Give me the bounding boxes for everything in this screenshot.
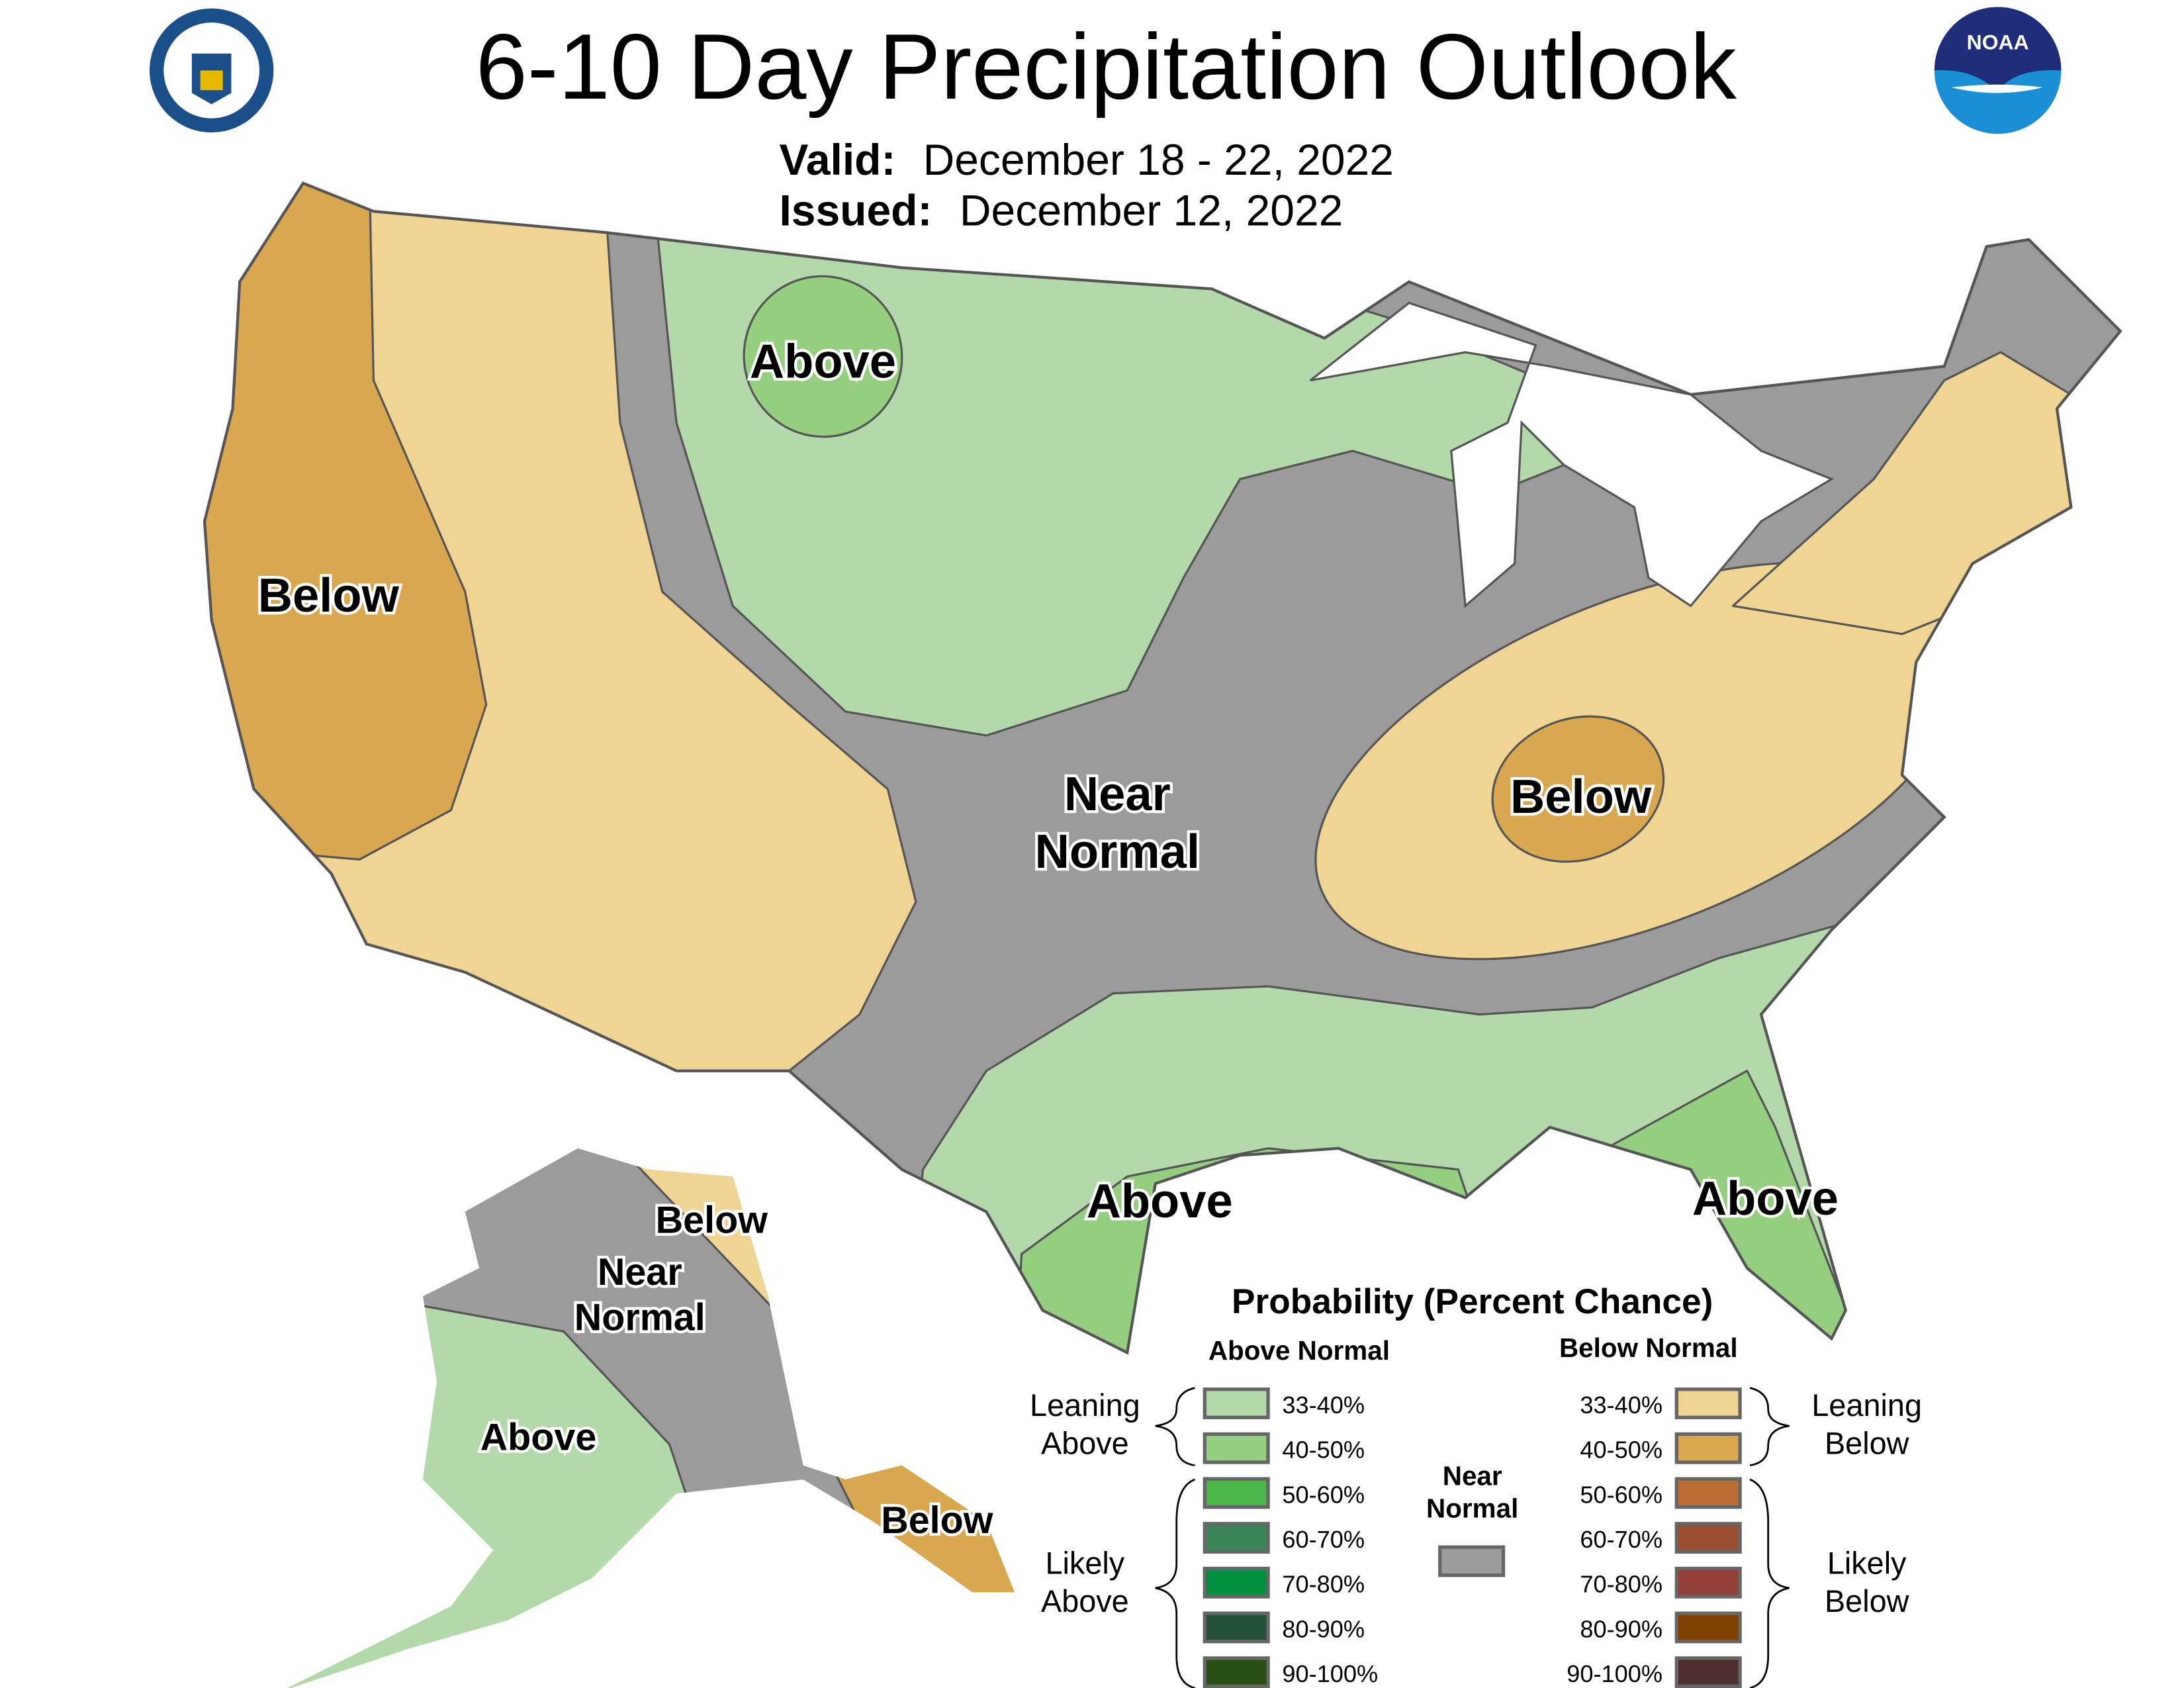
likely-above-line1: Likely xyxy=(1046,1546,1125,1581)
north-above-oval xyxy=(743,275,903,438)
alaska xyxy=(282,1148,1015,1688)
below-range-label: 50-60% xyxy=(1580,1481,1662,1508)
label-west-below: Below xyxy=(258,569,400,622)
below-range-label: 60-70% xyxy=(1580,1526,1662,1553)
leaning-below-line2: Below xyxy=(1825,1427,1909,1461)
above-swatch xyxy=(1203,1387,1270,1419)
below-swatch xyxy=(1674,1432,1742,1464)
above-range-label: 70-80% xyxy=(1282,1571,1365,1598)
legend-below-header: Below Normal xyxy=(1559,1333,1738,1363)
below-range-label: 90-100% xyxy=(1567,1660,1662,1687)
department-of-commerce-seal xyxy=(150,8,274,133)
legend-above-header: Above Normal xyxy=(1208,1335,1390,1366)
below-swatch xyxy=(1674,1656,1742,1688)
valid-label: Valid: xyxy=(779,135,895,184)
label-ak-below-ne: Below xyxy=(656,1199,768,1241)
above-swatch xyxy=(1203,1656,1270,1688)
above-swatch xyxy=(1203,1566,1270,1599)
label-north-above: Above xyxy=(750,334,896,388)
leaning-above-line1: Leaning xyxy=(1030,1388,1140,1423)
likely-below-line2: Below xyxy=(1825,1584,1909,1618)
map-labels: Below Above Near Normal Below Above Abov… xyxy=(255,332,1842,1544)
label-east-below: Below xyxy=(1510,770,1652,823)
east-below-oval xyxy=(1491,715,1665,863)
legend-braces xyxy=(1155,1387,1790,1688)
below-range-label: 70-80% xyxy=(1580,1571,1662,1598)
label-ak-above: Above xyxy=(480,1416,597,1458)
label-ak-near: Near xyxy=(598,1251,682,1293)
legend-title: Probability (Percent Chance) xyxy=(1232,1282,1713,1321)
issued-label: Issued: xyxy=(779,186,932,235)
below-swatch xyxy=(1674,1387,1742,1419)
noaa-logo: NOAA xyxy=(1934,7,2062,134)
issued-value: December 12, 2022 xyxy=(960,186,1343,235)
below-swatch xyxy=(1674,1566,1742,1599)
below-range-label: 80-90% xyxy=(1580,1615,1662,1642)
near-normal-line2: Normal xyxy=(1426,1493,1518,1523)
above-swatch xyxy=(1203,1611,1270,1644)
above-range-label: 80-90% xyxy=(1282,1615,1365,1642)
below-swatch xyxy=(1674,1477,1742,1509)
above-range-label: 33-40% xyxy=(1282,1391,1365,1419)
label-central-normal: Normal xyxy=(1035,825,1200,878)
legend: Probability (Percent Chance) Above Norma… xyxy=(1030,1282,1922,1688)
below-swatches: 33-40% 40-50% 50-60% 60-70% 70-80% 80-90% 90-1… xyxy=(1567,1387,1742,1688)
leaning-above-line2: Above xyxy=(1041,1427,1129,1461)
label-ak-below-se: Below xyxy=(881,1499,993,1542)
above-swatch xyxy=(1203,1477,1270,1509)
svg-text:NOAA: NOAA xyxy=(1967,30,2029,54)
above-swatch xyxy=(1203,1432,1270,1464)
near-normal-line1: Near xyxy=(1443,1460,1502,1491)
above-range-label: 60-70% xyxy=(1282,1526,1365,1553)
likely-below-line1: Likely xyxy=(1827,1546,1907,1581)
label-gulf-above: Above xyxy=(1087,1174,1233,1228)
below-swatch xyxy=(1674,1611,1742,1644)
valid-value: December 18 - 22, 2022 xyxy=(923,135,1394,184)
page-title: 6-10 Day Precipitation Outlook xyxy=(476,15,1737,118)
below-swatch xyxy=(1674,1522,1742,1554)
above-swatch xyxy=(1203,1522,1270,1554)
label-central-near: Near xyxy=(1064,767,1171,821)
great-lakes xyxy=(1309,301,1835,608)
above-swatches: 33-40% 40-50% 50-60% 60-70% 70-80% 80-90% 90-1… xyxy=(1203,1387,1378,1688)
leaning-below-line1: Leaning xyxy=(1811,1388,1922,1423)
header: 6-10 Day Precipitation Outlook Valid: De… xyxy=(476,15,1737,235)
below-range-label: 33-40% xyxy=(1580,1391,1662,1419)
label-ak-normal: Normal xyxy=(574,1296,705,1338)
below-range-label: 40-50% xyxy=(1580,1436,1662,1464)
near-normal-swatch xyxy=(1438,1545,1506,1577)
above-range-label: 50-60% xyxy=(1282,1481,1365,1508)
above-range-label: 90-100% xyxy=(1282,1660,1378,1687)
label-florida-above: Above xyxy=(1692,1172,1839,1225)
likely-above-line2: Above xyxy=(1041,1584,1129,1618)
above-range-label: 40-50% xyxy=(1282,1436,1365,1464)
